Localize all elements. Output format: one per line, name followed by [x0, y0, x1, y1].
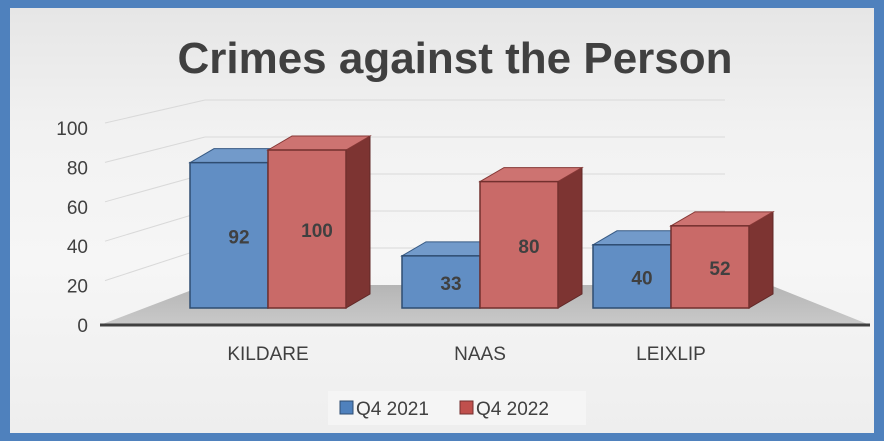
legend-items: Q4 2021 Q4 2022: [339, 399, 549, 420]
legend: [328, 391, 586, 425]
bar: [401, 255, 481, 309]
data-label: 92: [228, 227, 249, 248]
x-axis-category-labels: KILDARE NAAS LEIXLIP: [227, 344, 706, 365]
bar: [189, 161, 269, 309]
bar-side: [557, 166, 583, 309]
y-tick-label: 80: [67, 158, 88, 179]
gridline-diagonal: [104, 210, 206, 242]
gridline-diagonal: [104, 173, 206, 203]
chart: Crimes against the Person 0 20 40 60 80 100 K…: [56, 34, 870, 425]
data-label: 52: [709, 259, 730, 280]
bar: [670, 225, 750, 309]
bar-series: [188, 135, 775, 309]
legend-swatch: [339, 400, 354, 415]
x-category-label: KILDARE: [227, 344, 308, 365]
y-tick-label: 100: [56, 119, 88, 140]
y-tick-label: 0: [77, 316, 88, 337]
data-label: 40: [631, 268, 652, 289]
legend-label: Q4 2021: [356, 399, 429, 420]
y-tick-label: 20: [67, 277, 88, 298]
y-tick-label: 60: [67, 198, 88, 219]
chart-title: Crimes against the Person: [177, 34, 732, 83]
gridline-diagonal: [104, 247, 206, 282]
legend-swatch: [459, 400, 474, 415]
bar: [267, 149, 347, 309]
data-label: 100: [301, 221, 333, 242]
bar: [479, 180, 559, 309]
x-category-label: LEIXLIP: [636, 344, 706, 365]
y-axis-tick-labels: 0 20 40 60 80 100: [56, 119, 88, 337]
data-label: 33: [440, 274, 461, 295]
bar-side: [345, 135, 371, 309]
data-label: 80: [518, 237, 539, 258]
bar: [592, 244, 672, 309]
data-labels: 92 100 33 80 40 52: [228, 221, 730, 295]
chart-frame: Crimes against the Person 0 20 40 60 80 100 K…: [10, 8, 874, 433]
gridline-diagonal: [104, 136, 206, 163]
y-tick-label: 40: [67, 237, 88, 258]
x-category-label: NAAS: [454, 344, 506, 365]
gridline-diagonal: [104, 99, 206, 124]
legend-label: Q4 2022: [476, 399, 549, 420]
bar-side: [748, 210, 774, 309]
